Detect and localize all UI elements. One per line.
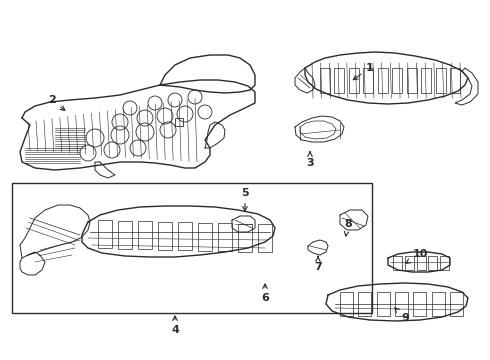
Bar xyxy=(175,118,183,126)
Text: 3: 3 xyxy=(306,152,314,168)
Text: 10: 10 xyxy=(406,249,428,263)
Bar xyxy=(340,292,353,316)
Bar xyxy=(12,183,372,313)
Bar xyxy=(405,256,414,270)
Bar xyxy=(436,68,445,93)
Bar xyxy=(428,256,437,270)
Bar xyxy=(440,256,449,270)
Bar xyxy=(258,224,272,252)
Text: 5: 5 xyxy=(241,188,249,211)
Bar xyxy=(421,68,431,93)
Bar xyxy=(198,222,212,251)
Bar xyxy=(349,68,359,93)
Text: 8: 8 xyxy=(344,219,352,236)
Bar xyxy=(377,292,390,316)
Bar xyxy=(98,220,112,248)
Bar xyxy=(118,220,132,248)
Bar xyxy=(178,222,192,250)
Bar xyxy=(393,256,402,270)
Bar xyxy=(416,256,425,270)
Bar xyxy=(414,292,426,316)
Text: 7: 7 xyxy=(314,256,322,272)
Bar xyxy=(450,292,463,316)
Bar xyxy=(238,224,252,252)
Text: 2: 2 xyxy=(48,95,65,111)
Bar xyxy=(335,68,344,93)
Text: 1: 1 xyxy=(353,63,374,80)
Bar xyxy=(395,292,408,316)
Bar xyxy=(320,68,330,93)
Bar xyxy=(392,68,402,93)
Bar xyxy=(218,223,232,251)
Bar xyxy=(407,68,416,93)
Text: 6: 6 xyxy=(261,284,269,303)
Bar xyxy=(432,292,444,316)
Bar xyxy=(378,68,388,93)
Bar xyxy=(358,292,371,316)
Bar xyxy=(158,221,172,249)
Text: 4: 4 xyxy=(171,316,179,335)
Bar xyxy=(138,221,152,249)
Text: 9: 9 xyxy=(395,308,409,323)
Bar xyxy=(450,68,460,93)
Bar xyxy=(363,68,373,93)
